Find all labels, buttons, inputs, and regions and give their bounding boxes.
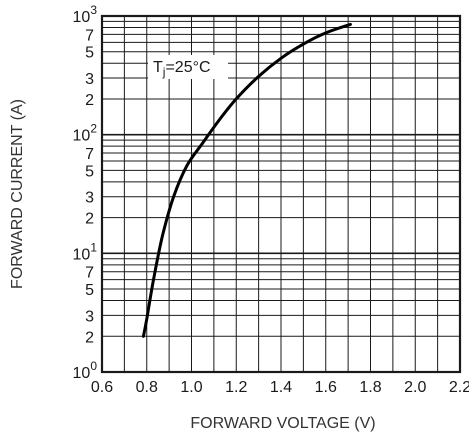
y-tick-label: 5 <box>85 163 94 180</box>
y-tick-label: 2 <box>85 211 94 228</box>
temperature-label: Tj=25°C <box>153 59 211 79</box>
y-axis-title: FORWARD CURRENT (A) <box>9 99 26 289</box>
y-tick-label: 3 <box>85 71 94 88</box>
x-tick-label: 1.2 <box>225 379 247 396</box>
y-tick-label: 2 <box>85 329 94 346</box>
y-tick-label-decade: 103 <box>73 3 98 26</box>
y-tick-label: 5 <box>85 45 94 62</box>
x-tick-label: 1.4 <box>270 379 292 396</box>
x-tick-label: 2.0 <box>404 379 426 396</box>
x-tick-label: 1.0 <box>180 379 202 396</box>
tick-labels: 0.6 0.8 1.0 1.2 1.4 1.6 1.8 2.0 2.21002357101235… <box>73 3 469 396</box>
y-tick-label: 5 <box>85 282 94 299</box>
x-tick-label: 2.2 <box>449 379 469 396</box>
y-tick-label: 3 <box>85 190 94 207</box>
y-tick-label: 3 <box>85 308 94 325</box>
x-tick-label: 0.8 <box>136 379 158 396</box>
x-axis-title: FORWARD VOLTAGE (V) <box>190 415 375 432</box>
annotation-background <box>148 55 228 79</box>
x-tick-label: 1.6 <box>315 379 337 396</box>
y-tick-label: 7 <box>85 265 94 282</box>
y-tick-label: 7 <box>85 146 94 163</box>
y-tick-label-decade: 101 <box>73 240 98 263</box>
x-tick-label: 0.6 <box>91 379 113 396</box>
y-tick-label-decade: 100 <box>73 359 98 382</box>
y-tick-label-decade: 102 <box>73 122 98 145</box>
y-tick-label: 2 <box>85 92 94 109</box>
x-tick-label: 1.8 <box>359 379 381 396</box>
y-tick-label: 7 <box>85 27 94 44</box>
temperature-annotation: Tj=25°C <box>148 55 228 79</box>
forward-current-curve <box>141 22 352 338</box>
plot-frame <box>100 14 462 374</box>
